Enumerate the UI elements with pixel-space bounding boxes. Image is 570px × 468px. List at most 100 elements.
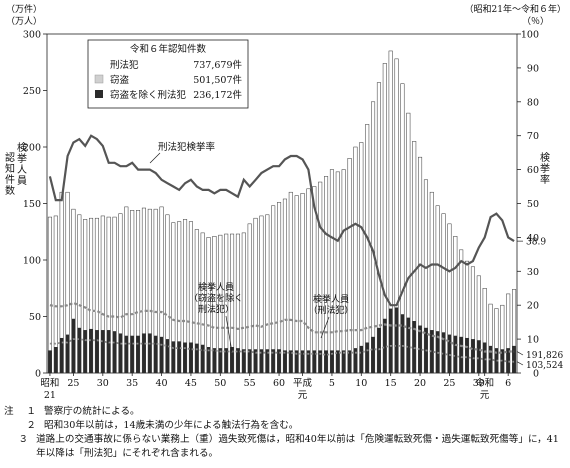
bar-excl-theft (206, 347, 211, 373)
bar-total (329, 169, 334, 374)
bar-excl-theft (294, 350, 299, 373)
bar-excl-theft (494, 348, 499, 373)
bar-excl-theft (236, 348, 240, 373)
bar-total (324, 176, 329, 374)
x-tick-label: 5 (329, 378, 335, 389)
x-tick-label-2: 21 (44, 390, 56, 401)
bar-excl-theft (83, 330, 87, 373)
bar-total (282, 198, 287, 374)
note-item-3: ３ 道路上の交通事故に係らない業務上（重）過失致死傷は，昭和40年以前は「危険運… (4, 433, 566, 461)
bar-total (371, 101, 376, 374)
bar-excl-theft (112, 331, 117, 373)
bar-excl-theft (177, 341, 181, 373)
right-tick-label: 0 (533, 369, 539, 380)
left-tick-label: 200 (23, 143, 41, 154)
x-tick-label: 6 (505, 378, 511, 389)
bar-excl-theft (253, 349, 258, 373)
left-tick-label: 150 (23, 199, 41, 210)
left-tick-label: 50 (29, 312, 41, 323)
bar-total (359, 142, 364, 374)
bar-excl-theft (365, 342, 369, 373)
note-text: 警察庁の統計による。 (44, 406, 140, 417)
x-tick-label: 30 (97, 378, 109, 389)
bar-excl-theft (89, 328, 93, 373)
bar-excl-theft (230, 347, 234, 373)
bar-excl-theft (247, 349, 252, 373)
bar-excl-theft (336, 350, 340, 373)
bar-excl-theft (118, 333, 123, 373)
right-tick-label: 10 (527, 335, 539, 346)
legend-swatch (94, 74, 104, 84)
right-tick-label: 30 (527, 267, 539, 278)
bar-excl-theft (71, 318, 76, 373)
bar-excl-theft (441, 332, 446, 373)
label-persons-1: 検挙人員 (313, 293, 349, 305)
x-tick-label: 50 (214, 378, 226, 389)
bar-total (288, 191, 293, 374)
bar-excl-theft (277, 349, 281, 373)
bar-excl-theft (324, 350, 328, 373)
period-label: （昭和21年～令和６年） (465, 3, 566, 15)
x-tick-label: 60 (273, 378, 285, 389)
bar-excl-theft (95, 330, 99, 373)
bar-excl-theft (189, 342, 193, 373)
bar-excl-theft (259, 349, 264, 373)
right-tick-label: 40 (527, 233, 539, 244)
label-persons-excl-1: 検挙人員 (198, 281, 234, 293)
x-tick-label: 令和 (475, 377, 494, 389)
x-tick-label: 40 (156, 378, 168, 389)
bar-excl-theft (165, 339, 170, 373)
bar-excl-theft (330, 350, 334, 373)
bar-excl-theft (101, 330, 105, 373)
bar-excl-theft (388, 308, 393, 373)
bar-excl-theft (453, 335, 458, 373)
left-unit-2: （万人） (6, 16, 42, 27)
bar-excl-theft (289, 350, 293, 373)
bar-total (341, 169, 346, 374)
bar-excl-theft (142, 333, 146, 373)
bar-excl-theft (347, 350, 352, 373)
bar-excl-theft (512, 345, 516, 373)
note-item-1: 注 １ 警察庁の統計による。 (4, 405, 566, 419)
bar-excl-theft (383, 318, 387, 373)
legend-entry-value: 501,507件 (193, 74, 242, 86)
bar-excl-theft (412, 321, 416, 373)
bar-excl-theft (459, 336, 463, 373)
bar-excl-theft (171, 341, 176, 373)
axes: 0 50 100 150 200 250 300 0 10 20 30 40 50 60 70 80 90 100… (5, 3, 566, 401)
x-tick-label-2: 元 (298, 390, 308, 401)
x-tick-label: 55 (244, 378, 256, 389)
bar-excl-theft (265, 349, 270, 373)
bar-excl-theft (418, 325, 422, 373)
bar-excl-theft (106, 330, 111, 373)
bar-excl-theft (312, 350, 317, 373)
note-number: １ (26, 406, 36, 417)
x-tick-label: 20 (414, 378, 426, 389)
right-tick-label: 90 (527, 63, 539, 74)
bar-total (347, 158, 352, 374)
right-unit: （％） (522, 16, 549, 27)
bar-excl-theft (283, 350, 287, 373)
bar-total (277, 202, 282, 374)
x-tick-label: 25 (67, 378, 79, 389)
end-persons-excl-leader (516, 361, 524, 366)
bar-excl-theft (318, 350, 322, 373)
end-label-persons-excl: 103,524 (526, 361, 563, 371)
bar-total (300, 193, 305, 374)
label-persons-leader (320, 316, 330, 339)
right-tick-label: 80 (527, 97, 539, 108)
notes-head: 注 (4, 406, 14, 417)
legend-swatch (95, 90, 103, 98)
line-clearance-rate (48, 134, 515, 307)
bar-excl-theft (506, 348, 510, 373)
bar-excl-theft (124, 335, 129, 373)
bar-total (335, 171, 340, 374)
legend-entry-name: 窃盗 (110, 74, 130, 86)
bar-excl-theft (477, 340, 481, 373)
left-axis-title-persons: 検挙人員 (17, 141, 27, 187)
bar-excl-theft (271, 349, 275, 373)
bar-excl-theft (353, 348, 358, 373)
note-number: ２ (26, 420, 36, 431)
bar-excl-theft (59, 337, 64, 373)
